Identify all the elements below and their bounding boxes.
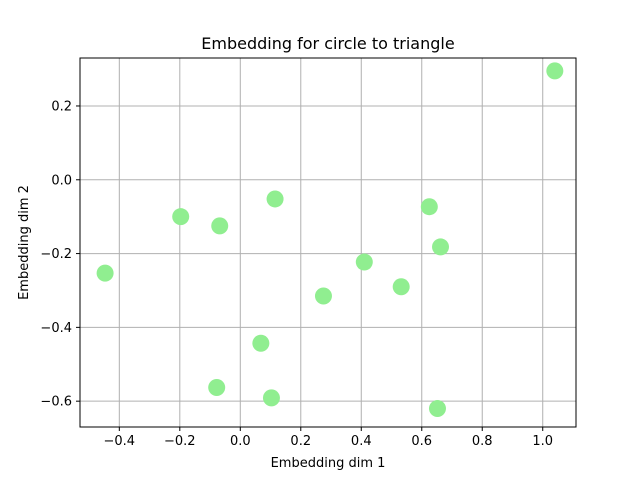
y-tick-label: −0.4 <box>40 321 72 336</box>
y-axis-label: Embedding dim 2 <box>17 185 32 300</box>
data-point <box>428 400 446 418</box>
y-tick-label: −0.6 <box>40 395 72 410</box>
data-point <box>266 190 284 208</box>
data-point <box>420 198 438 216</box>
data-point <box>96 264 114 282</box>
x-tick-label: 0.4 <box>351 434 372 449</box>
x-axis-label: Embedding dim 1 <box>271 456 386 471</box>
x-tick-label: 0.6 <box>411 434 432 449</box>
data-point <box>172 208 190 226</box>
data-point <box>252 334 270 352</box>
data-point <box>546 62 564 80</box>
x-tick-label: −0.4 <box>104 434 136 449</box>
y-tick-label: 0.0 <box>51 173 72 188</box>
grid <box>80 58 576 427</box>
y-tick-label: 0.2 <box>51 99 72 114</box>
data-point <box>432 238 450 256</box>
x-tick-label: 0.2 <box>290 434 311 449</box>
data-point <box>262 389 280 407</box>
data-point <box>355 253 373 271</box>
x-tick-label: 0.0 <box>230 434 251 449</box>
chart-title: Embedding for circle to triangle <box>201 34 454 53</box>
x-tick-label: 1.0 <box>532 434 553 449</box>
y-tick-label: −0.2 <box>40 247 72 262</box>
data-point <box>314 287 332 305</box>
plot-frame <box>79 57 577 428</box>
data-point <box>392 278 410 296</box>
data-point <box>208 379 226 397</box>
axis-ticks: −0.4 −0.2 0.0 0.2 0.4 0.6 0.8 1.0 −0.6 −0.4 −0.2 0.… <box>40 99 553 449</box>
data-point <box>211 217 229 235</box>
data-points <box>96 62 564 418</box>
x-tick-label: 0.8 <box>472 434 493 449</box>
x-tick-label: −0.2 <box>164 434 196 449</box>
